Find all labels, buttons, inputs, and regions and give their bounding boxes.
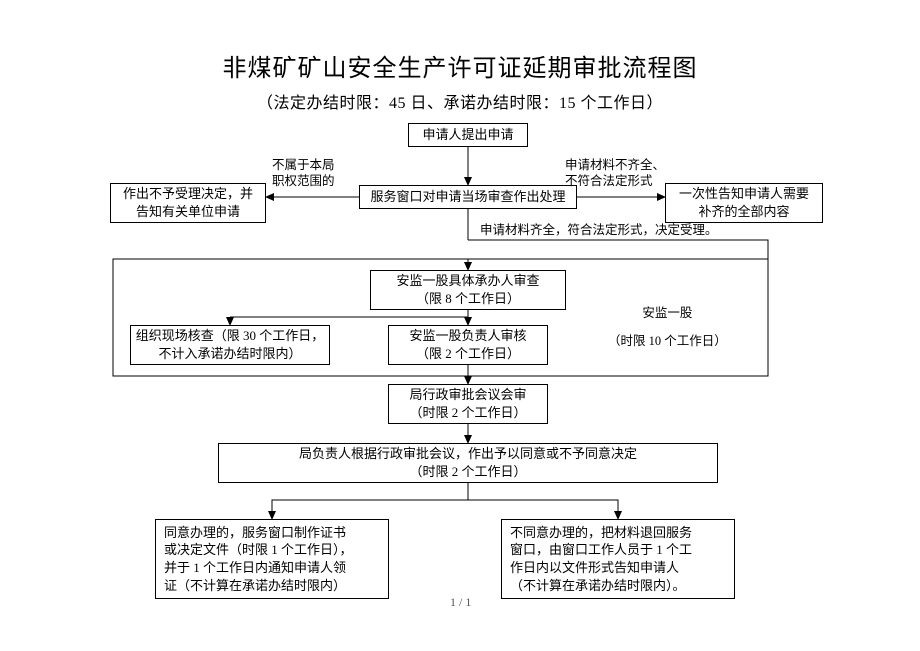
- node-text: （限 2 个工作日）: [416, 345, 520, 363]
- edge-label-accepted: 申请材料齐全，符合法定形式，决定受理。: [480, 222, 718, 238]
- node-onsite-verify: 组织现场核查（限 30 个工作日， 不计入承诺办结时限内）: [130, 325, 330, 365]
- edge-label-incomplete: 申请材料不齐全、 不符合法定形式: [565, 157, 665, 190]
- node-text: 窗口，由窗口工作人员于 1 个工: [510, 541, 692, 559]
- node-text: 申请人提出申请: [422, 126, 513, 144]
- node-text: 不同意办理的，把材料退回服务: [510, 524, 692, 542]
- node-leader-decision: 局负责人根据行政审批会议，作出予以同意或不予同意决定 （时限 2 个工作日）: [218, 443, 718, 483]
- node-supervisor-review: 安监一股负责人审核 （限 2 个工作日）: [388, 325, 548, 365]
- node-text: 局行政审批会议会审: [409, 386, 526, 404]
- label-line: 安监一股: [608, 300, 727, 328]
- node-text: 作出不予受理决定，并: [123, 185, 253, 203]
- node-text: 告知有关单位申请: [136, 203, 240, 221]
- node-reject-decision: 作出不予受理决定，并 告知有关单位申请: [110, 183, 266, 223]
- node-applicant-submit: 申请人提出申请: [408, 123, 528, 147]
- node-text: 局负责人根据行政审批会议，作出予以同意或不予同意决定: [299, 445, 637, 463]
- node-handler-review: 安监一股具体承办人审查 （限 8 个工作日）: [370, 270, 566, 310]
- node-text: 安监一股具体承办人审查: [396, 272, 539, 290]
- node-text: 不计入承诺办结时限内）: [158, 345, 301, 363]
- node-text: 一次性告知申请人需要: [679, 185, 809, 203]
- node-reject-outcome: 不同意办理的，把材料退回服务 窗口，由窗口工作人员于 1 个工 作日内以文件形式…: [501, 519, 735, 599]
- node-approve-outcome: 同意办理的，服务窗口制作证书 或决定文件（时限 1 个工作日）， 并于 1 个工…: [155, 519, 389, 599]
- label-line: 申请材料不齐全、: [565, 157, 665, 173]
- node-text: （时限 2 个工作日）: [409, 404, 526, 422]
- node-text: （时限 2 个工作日）: [409, 463, 526, 481]
- node-text: 并于 1 个工作日内通知申请人领: [164, 559, 346, 577]
- dept-label: 安监一股 （时限 10 个工作日）: [608, 300, 727, 355]
- node-bureau-meeting: 局行政审批会议会审 （时限 2 个工作日）: [388, 384, 548, 424]
- label-line: 不符合法定形式: [565, 173, 665, 189]
- label-line: 不属于本局: [272, 157, 335, 173]
- flowchart-canvas: 申请人提出申请 作出不予受理决定，并 告知有关单位申请 服务窗口对申请当场审查作…: [0, 0, 920, 651]
- node-text: （不计算在承诺办结时限内）。: [510, 577, 686, 595]
- label-line: 职权范围的: [272, 173, 335, 189]
- node-text: 或决定文件（时限 1 个工作日），: [164, 541, 353, 559]
- node-text: 安监一股负责人审核: [409, 327, 526, 345]
- node-text: 作日内以文件形式告知申请人: [510, 559, 679, 577]
- edge-label-not-in-scope: 不属于本局 职权范围的: [272, 157, 335, 190]
- node-service-window-review: 服务窗口对申请当场审查作出处理: [359, 185, 577, 209]
- node-text: 组织现场核查（限 30 个工作日，: [136, 327, 325, 345]
- node-text: （限 8 个工作日）: [416, 290, 520, 308]
- node-text: 同意办理的，服务窗口制作证书: [164, 524, 346, 542]
- node-text: 证（不计算在承诺办结时限内）: [164, 577, 346, 595]
- node-text: 服务窗口对申请当场审查作出处理: [370, 188, 565, 206]
- label-line: （时限 10 个工作日）: [608, 328, 727, 356]
- node-text: 补齐的全部内容: [698, 203, 789, 221]
- page-number: 1 / 1: [450, 595, 471, 610]
- node-notify-supplement: 一次性告知申请人需要 补齐的全部内容: [665, 183, 823, 223]
